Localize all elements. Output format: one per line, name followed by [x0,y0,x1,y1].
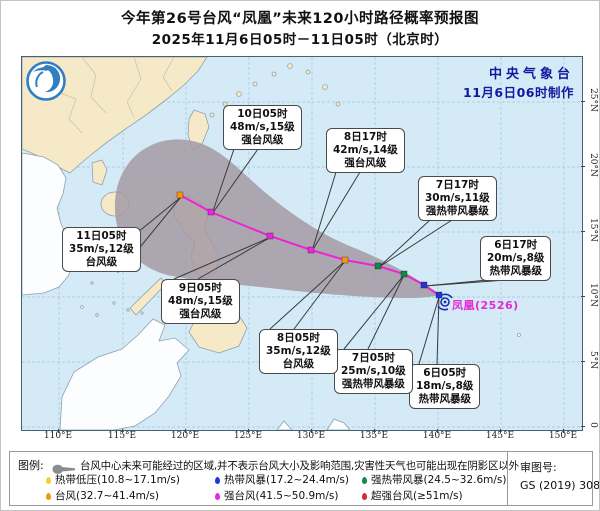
forecast-label-7d17: 7日17时 30m/s,11级 强热带风暴级 [418,176,497,221]
point-9d05 [266,232,274,240]
forecast-label-6d17: 6日17时 20m/s,8级 热带风暴级 [480,236,552,281]
lon-label: 150°E [548,431,578,441]
page-subtitle: 2025年11月6日05时－11日05时（北京时） [151,32,449,48]
point-6d05 [435,291,443,299]
forecast-label-9d05: 9日05时 48m/s,15级 强台风级 [161,279,240,324]
agency-watermark: 中央气象台 11月6日06时制作 [463,63,574,101]
legend-dot-sty [215,493,220,500]
cone-icon [52,460,76,479]
forecast-label-10d05: 10日05时 48m/s,15级 强台风级 [223,105,302,150]
approval-label: 审图号: [520,461,557,474]
lat-label: 10°N [588,283,598,307]
point-7d05 [400,270,408,278]
legend-item-td: 热带低压(10.8~17.1m/s) [46,472,180,487]
lon-label: 130°E [296,431,326,441]
legend-note: 台风中心未来可能经过的区域,并不表示台风大小及影响范围,灾害性天气也可能出现在阴… [80,460,519,472]
indochina [22,152,74,296]
lon-label: 145°E [485,431,515,441]
point-8d17 [307,246,315,254]
lat-label: 20°N [588,153,598,177]
forecast-label-8d17: 8日17时 42m/s,14级 强台风级 [326,128,405,173]
agency-issued: 11月6日06时制作 [463,85,574,100]
point-8d05 [341,256,349,264]
legend-item-super: 超强台风(≥51m/s) [362,488,463,503]
map-canvas [22,57,582,430]
legend-item-sty: 强台风(41.5~50.9m/s) [215,488,339,503]
typhoon-symbol [437,293,453,311]
lon-label: 120°E [170,431,200,441]
leader-lines [131,148,507,365]
point-11d05 [176,191,184,199]
point-10d05 [207,208,215,216]
forecast-cone [114,139,439,298]
forecast-map: 中央气象台 11月6日06时制作 凤凰(2526) 6日05时 18m/s,8级… [21,56,583,431]
page-title: 今年第26号台风“凤凰”未来120小时路径概率预报图 [120,11,479,27]
approval-number: GS (2019) 3082号 [520,479,600,492]
leizhou-peninsula [91,159,108,186]
forecast-label-6d05: 6日05时 18m/s,8级 热带风暴级 [409,364,481,409]
legend-title: 图例: [18,459,44,472]
agency-name: 中央气象台 [488,67,574,82]
forecast-label-11d05: 11日05时 35m/s,12级 台风级 [62,227,141,272]
borneo-island [59,318,190,430]
legend-dot-sts [362,477,367,484]
legend: 图例: 台风中心未来可能经过的区域,并不表示台风大小及影响范围,灾害性天气也可能… [9,451,599,506]
legend-item-ty: 台风(32.7~41.4m/s) [46,488,159,503]
lon-label: 110°E [43,431,73,441]
point-6d17 [420,281,428,289]
land-layer [22,57,521,430]
forecast-label-7d05: 7日05时 25m/s,10级 强热带风暴级 [334,349,413,394]
lat-label: 25°N [588,88,598,112]
legend-dot-super [362,493,367,500]
storm-name-label: 凤凰(2526) [452,299,519,312]
legend-dot-td [46,477,51,484]
lon-label: 135°E [359,431,389,441]
legend-dot-ty [46,493,51,500]
lat-label: 5°N [588,350,598,370]
legend-item-sts: 强热带风暴(24.5~32.6m/s) [362,472,507,487]
forecast-point-markers [176,191,443,299]
approval-cell: 审图号: GS (2019) 3082号 [507,452,599,505]
forecast-label-8d05: 8日05时 35m/s,12级 台风级 [259,329,338,374]
lon-label: 140°E [422,431,452,441]
point-7d17 [374,262,382,270]
legend-item-ts: 热带风暴(17.2~24.4m/s) [215,472,349,487]
lon-label: 115°E [107,431,137,441]
lat-label: 15°N [588,218,598,242]
lon-label: 125°E [233,431,263,441]
legend-dot-ts [215,477,220,484]
lat-label: 0 [588,422,598,428]
